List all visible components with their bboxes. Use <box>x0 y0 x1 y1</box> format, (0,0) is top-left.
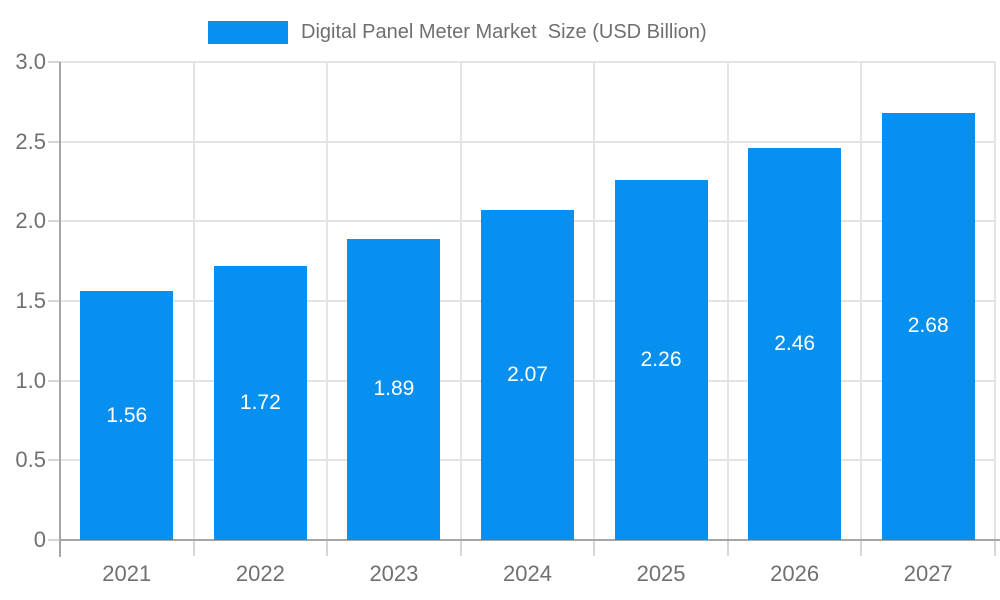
y-tick-mark <box>48 61 60 63</box>
x-tick-label: 2025 <box>636 561 686 586</box>
bar <box>481 210 574 540</box>
x-tick-mark <box>726 540 729 556</box>
x-tick-mark <box>860 540 863 556</box>
bar-value-label: 2.68 <box>907 314 949 338</box>
bar-value-label: 1.56 <box>106 403 148 427</box>
x-tick-mark <box>192 540 195 556</box>
bar <box>748 148 842 540</box>
bar-value-label: 2.26 <box>640 347 682 371</box>
bar <box>614 179 708 540</box>
bar <box>213 265 307 540</box>
v-gridline <box>994 62 996 540</box>
y-tick-label: 3.0 <box>15 49 46 74</box>
h-gridline <box>60 140 995 143</box>
y-tick-label: 2.5 <box>15 128 46 154</box>
x-tick-label: 2024 <box>503 561 552 586</box>
bar-value-label: 1.72 <box>239 390 281 414</box>
x-tick-label: 2027 <box>903 561 953 586</box>
y-tick-mark <box>48 539 60 541</box>
y-tick-label: 1.5 <box>15 288 46 313</box>
y-tick-mark <box>48 220 60 223</box>
y-tick-mark <box>48 379 60 382</box>
h-gridline <box>60 61 995 63</box>
y-tick-mark <box>48 140 60 143</box>
y-tick-label: 1.0 <box>15 367 46 393</box>
v-gridline <box>726 62 729 540</box>
bar <box>347 238 441 540</box>
v-gridline <box>593 62 596 540</box>
x-tick-label: 2026 <box>770 561 820 586</box>
x-tick-mark <box>593 540 596 556</box>
v-gridline <box>192 62 195 540</box>
x-tick-label: 2021 <box>102 561 152 586</box>
bar-value-label: 1.89 <box>373 377 415 401</box>
bar <box>80 291 174 540</box>
legend-swatch <box>208 20 288 44</box>
legend: Digital Panel Meter Market Size (USD Bil… <box>208 19 707 45</box>
bar-value-label: 2.07 <box>507 363 548 387</box>
legend-label: Digital Panel Meter Market Size (USD Bil… <box>301 20 707 43</box>
x-axis-line <box>60 539 1000 541</box>
y-tick-label: 2.0 <box>15 208 46 234</box>
y-tick-mark <box>48 459 60 462</box>
x-tick-label: 2022 <box>235 561 285 586</box>
x-tick-label: 2023 <box>369 561 419 586</box>
x-tick-mark <box>994 540 996 556</box>
bar <box>881 112 975 540</box>
v-gridline <box>459 62 462 540</box>
y-tick-label: 0.5 <box>15 447 46 473</box>
y-tick-label: 0 <box>33 527 46 552</box>
x-tick-mark <box>459 540 462 556</box>
bar-value-label: 2.46 <box>774 332 816 356</box>
v-gridline <box>860 62 863 540</box>
x-tick-mark <box>326 540 329 556</box>
y-tick-mark <box>48 300 60 302</box>
v-gridline <box>326 62 329 540</box>
y-axis-line <box>59 62 61 557</box>
